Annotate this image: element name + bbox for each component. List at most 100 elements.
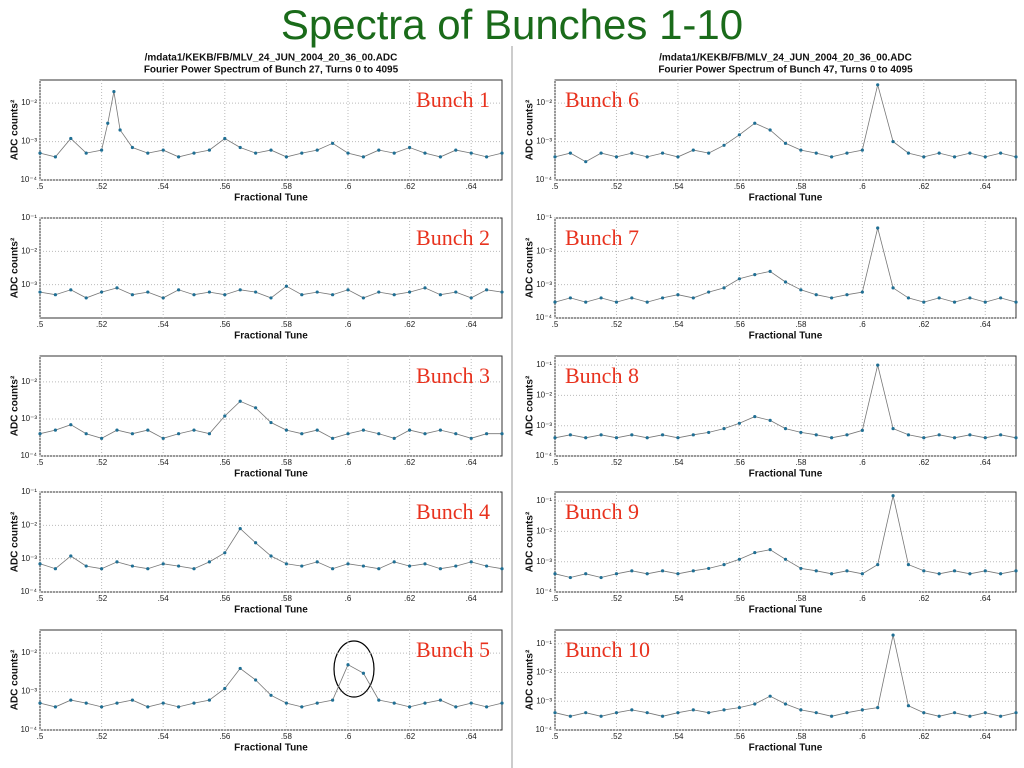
spectrum-point	[377, 290, 381, 294]
spectrum-point	[346, 663, 350, 667]
x-tick-label: .52	[96, 732, 108, 741]
x-tick-label: .64	[980, 594, 992, 603]
x-tick-label: .62	[404, 458, 416, 467]
bunch-label: Bunch 7	[565, 225, 639, 250]
x-tick-label: .5	[552, 182, 559, 191]
x-tick-label: .52	[96, 182, 108, 191]
spectrum-point	[937, 714, 941, 718]
y-tick-label: 10⁻⁴	[535, 587, 552, 596]
x-tick-label: .6	[345, 458, 352, 467]
spectrum-point	[38, 290, 42, 294]
x-axis-label: Fractional Tune	[749, 331, 823, 342]
spectrum-point	[331, 567, 335, 571]
spectrum-point	[146, 567, 150, 571]
x-tick-label: .52	[611, 458, 623, 467]
spectrum-point	[814, 151, 818, 155]
x-tick-label: .5	[37, 320, 44, 329]
y-tick-label: 10⁻⁴	[20, 725, 37, 734]
y-tick-label: 10⁻¹	[536, 360, 552, 369]
spectrum-point	[799, 148, 803, 152]
spectrum-point	[553, 572, 557, 576]
spectrum-point	[130, 145, 134, 150]
spectrum-point	[69, 554, 73, 558]
x-tick-label: .58	[281, 182, 293, 191]
spectrum-point	[814, 569, 818, 573]
spectrum-point	[584, 711, 588, 715]
spectrum-point	[783, 702, 788, 706]
spectrum-point	[469, 701, 473, 705]
x-tick-label: .58	[281, 458, 293, 467]
spectrum-point	[100, 567, 104, 571]
spectrum-point	[645, 436, 649, 440]
spectrum-point	[553, 300, 557, 304]
spectrum-point	[361, 296, 365, 300]
spectrum-point	[38, 701, 42, 705]
x-tick-label: .64	[466, 320, 478, 329]
y-tick-label: 10⁻³	[536, 696, 552, 705]
spectrum-point	[568, 575, 572, 580]
spectrum-point	[500, 567, 504, 571]
x-tick-label: .54	[672, 594, 684, 603]
spectrum-point	[860, 148, 864, 152]
spectrum-point	[922, 436, 926, 440]
spectrum-point	[814, 293, 818, 297]
spectrum-point	[346, 432, 350, 436]
spectrum-point	[584, 160, 588, 164]
y-tick-label: 10⁻³	[536, 280, 552, 289]
spectrum-point	[254, 678, 258, 682]
spectrum-point	[584, 436, 588, 440]
spectrum-point	[485, 288, 489, 292]
spectrum-point	[192, 428, 196, 432]
spectrum-point	[1014, 155, 1018, 159]
spectrum-point	[161, 701, 165, 705]
plot-frame	[554, 355, 1017, 457]
spectrum-point	[568, 296, 572, 300]
x-tick-label: .5	[552, 458, 559, 467]
spectrum-point	[300, 151, 304, 155]
spectrum-point	[906, 704, 911, 708]
spectrum-point	[438, 567, 442, 571]
spectrum-point	[284, 428, 288, 432]
spectrum-point	[392, 436, 396, 440]
spectrum-point	[799, 708, 803, 712]
x-tick-label: .58	[795, 594, 807, 603]
spectrum-point	[737, 277, 742, 281]
spectrum-point	[346, 562, 350, 566]
spectrum-point	[630, 151, 634, 155]
spectrum-point	[269, 296, 273, 300]
spectrum-point	[284, 701, 288, 705]
y-tick-label: 10⁻²	[21, 648, 37, 657]
x-tick-label: .56	[734, 732, 746, 741]
bunch-label: Bunch 9	[565, 499, 639, 524]
spectrum-point	[84, 701, 88, 705]
spectrum-point	[423, 151, 427, 155]
spectrum-point	[983, 569, 987, 573]
x-tick-label: .54	[158, 594, 170, 603]
spectrum-point	[937, 296, 941, 300]
spectrum-point	[830, 155, 834, 159]
spectrum-point	[676, 155, 680, 159]
y-tick-label: 10⁻³	[21, 687, 37, 696]
spectrum-point	[207, 148, 211, 152]
spectrum-point	[860, 708, 864, 712]
y-tick-label: 10⁻²	[536, 98, 552, 107]
x-tick-label: .54	[672, 182, 684, 191]
spectrum-point	[331, 436, 335, 440]
spectrum-point	[500, 701, 504, 705]
x-tick-label: .58	[795, 458, 807, 467]
spectrum-point	[691, 433, 695, 437]
x-tick-label: .64	[980, 320, 992, 329]
spectrum-point	[100, 290, 104, 294]
spectrum-point	[614, 711, 619, 715]
spectrum-point	[983, 155, 987, 159]
spectrum-point	[922, 711, 926, 715]
spectrum-point	[207, 698, 211, 702]
spectrum-point	[722, 143, 726, 147]
x-tick-label: .5	[37, 732, 44, 741]
spectrum-point	[999, 151, 1003, 155]
spectrum-point	[53, 705, 58, 709]
y-axis-label: ADC counts²	[525, 375, 536, 436]
spectrum-point	[53, 567, 58, 571]
chart-subtitle: Fourier Power Spectrum of Bunch 47, Turn…	[658, 65, 913, 76]
spectrum-point	[845, 151, 849, 155]
